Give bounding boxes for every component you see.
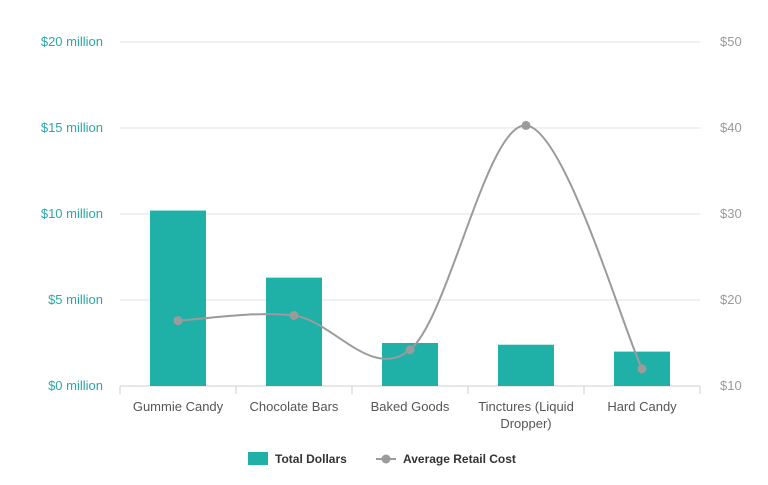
- line-point-3: [405, 345, 415, 355]
- x-tick-label: Dropper): [500, 416, 551, 431]
- left-tick-label: $15 million: [41, 120, 103, 135]
- right-tick-label: $30: [720, 206, 742, 221]
- line-point-4: [521, 120, 531, 130]
- x-tick-label: Gummie Candy: [133, 399, 224, 414]
- legend-label-average-retail-cost: Average Retail Cost: [403, 452, 516, 466]
- legend-swatch-total-dollars: [248, 452, 268, 465]
- left-tick-label: $20 million: [41, 34, 103, 49]
- series-line-average-retail-cost: [177, 124, 643, 370]
- line-point-5: [637, 364, 647, 374]
- bar-1: [150, 210, 206, 386]
- x-tick-label: Tinctures (Liquid: [478, 399, 574, 414]
- x-tick-label: Chocolate Bars: [250, 399, 339, 414]
- left-tick-label: $0 million: [48, 378, 103, 393]
- right-tick-label: $40: [720, 120, 742, 135]
- line-point-2: [289, 310, 299, 320]
- left-tick-label: $5 million: [48, 292, 103, 307]
- line-point-1: [173, 316, 183, 326]
- right-tick-label: $10: [720, 378, 742, 393]
- right-tick-label: $20: [720, 292, 742, 307]
- left-tick-label: $10 million: [41, 206, 103, 221]
- x-tick-label: Baked Goods: [371, 399, 450, 414]
- legend-label-total-dollars: Total Dollars: [275, 452, 347, 466]
- bar-2: [266, 277, 322, 386]
- bar-4: [498, 344, 554, 386]
- legend-marker-average-retail-cost: [381, 454, 391, 464]
- x-tick-label: Hard Candy: [607, 399, 677, 414]
- right-tick-label: $50: [720, 34, 742, 49]
